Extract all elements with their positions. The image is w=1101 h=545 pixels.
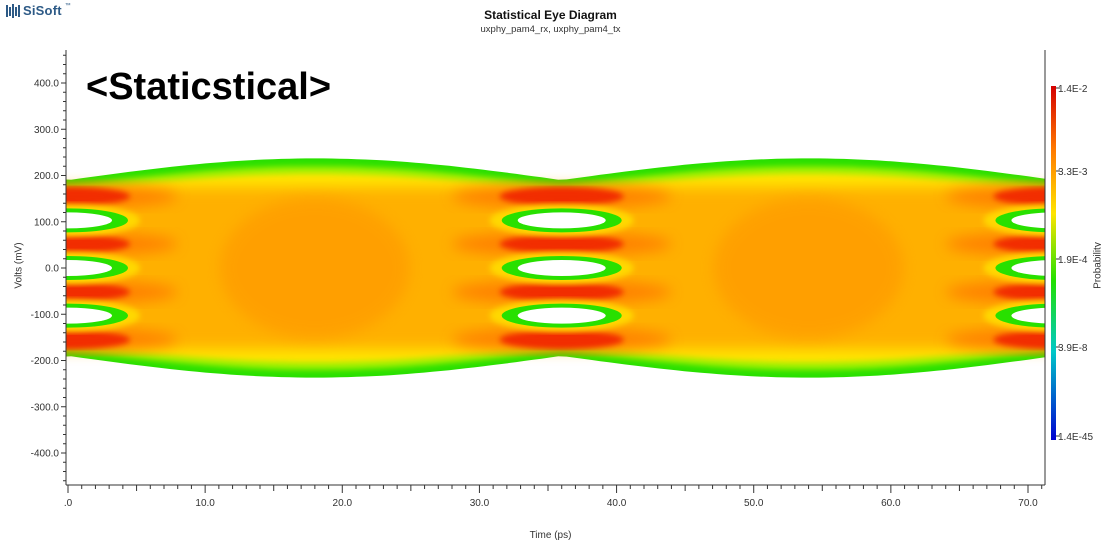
eye-hole [66,307,112,324]
y-tick-label: 300.0 [34,125,59,136]
colorbar-tick-label: 1.4E-2 [1058,84,1088,95]
chart-subtitle: uxphy_pam4_rx, uxphy_pam4_tx [480,24,621,35]
colorbar-tick-label: 1.4E-45 [1058,432,1093,443]
x-tick-label: 30.0 [470,498,490,509]
sisoft-logo-icon [6,3,20,18]
sisoft-logo: SiSoft ™ [6,3,71,18]
colorbar-label: Probability [1092,242,1101,289]
level-crossing-halo [66,280,178,305]
x-tick-label: .0 [64,498,73,509]
x-tick-label: 60.0 [881,498,901,509]
y-axis-label: Volts (mV) [13,242,25,289]
level-crossing-halo [451,231,672,256]
x-tick-label: 20.0 [333,498,353,509]
level-crossing-halo [451,280,672,305]
eye-center-blob [219,198,410,338]
logo-trademark: ™ [64,2,71,9]
y-tick-label: -100.0 [31,310,60,321]
eye-hole [1011,307,1045,324]
x-tick-label: 70.0 [1018,498,1038,509]
x-axis-label: Time (ps) [529,530,572,541]
level-crossing-halo [945,184,1045,209]
y-tick-label: 100.0 [34,217,59,228]
eye-hole [517,260,606,276]
eye-hole [66,212,112,229]
level-crossing-halo [66,184,178,209]
eye-hole [517,212,606,229]
colorbar-tick-label: 1.9E-4 [1058,255,1088,266]
eye-hole [1011,260,1045,276]
colorbar [1051,86,1056,440]
x-tick-label: 40.0 [607,498,627,509]
eye-center-blob [713,198,904,338]
logo-text: SiSoft [23,3,62,18]
y-tick-label: -300.0 [31,402,60,413]
y-tick-label: -400.0 [31,449,60,460]
chart-title: Statistical Eye Diagram [484,8,617,22]
level-crossing-halo [66,231,178,256]
eye-hole [517,307,606,324]
x-tick-label: 10.0 [195,498,215,509]
level-crossing-halo [945,232,1045,256]
y-tick-label: 200.0 [34,171,59,182]
level-crossing-halo [945,327,1045,352]
colorbar-tick-label: 3.3E-3 [1058,167,1088,178]
level-crossing-halo [945,280,1045,304]
y-tick-label: -200.0 [31,356,60,367]
y-tick-label: 400.0 [34,79,59,90]
eye-hole [1011,212,1045,229]
level-crossing-halo [66,327,178,352]
statistical-annotation: <Staticstical> [86,66,332,108]
colorbar-tick-label: 3.9E-8 [1058,343,1088,354]
y-tick-label: 0.0 [45,264,59,275]
level-crossing-halo [451,327,672,352]
x-tick-label: 50.0 [744,498,764,509]
level-crossing-halo [451,184,672,209]
eye-hole [66,260,112,276]
